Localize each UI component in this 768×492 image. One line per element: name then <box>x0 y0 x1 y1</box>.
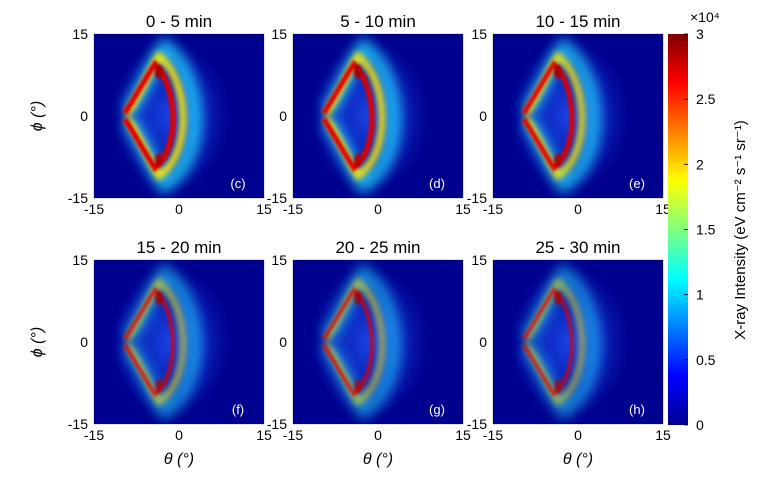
x-tick-label: 15 <box>256 427 272 443</box>
y-tick-label: -15 <box>267 416 287 432</box>
x-tick-label: -15 <box>84 201 104 217</box>
x-tick-label: 15 <box>256 201 272 217</box>
x-tick-label: 0 <box>175 427 183 443</box>
panel-title: 15 - 20 min <box>136 238 221 257</box>
panel-label: (f) <box>232 402 244 417</box>
y-tick-label: 15 <box>72 26 88 42</box>
y-tick-label: -15 <box>68 416 88 432</box>
bright-crescent <box>123 286 176 398</box>
panel-frame <box>492 33 664 199</box>
colorbar-tick-label: 0 <box>696 417 704 433</box>
y-tick-label: 0 <box>279 334 287 350</box>
x-tick-label: -15 <box>483 427 503 443</box>
x-tick-label: 15 <box>655 201 671 217</box>
panel-frame <box>93 259 265 425</box>
panel-title: 10 - 15 min <box>535 12 620 31</box>
y-tick-label: -15 <box>68 190 88 206</box>
x-tick-label: 0 <box>574 201 582 217</box>
x-axis-label: θ (°) <box>363 451 393 468</box>
x-axis-label: θ (°) <box>164 451 194 468</box>
colorbar-tick-label: 1.5 <box>696 222 716 238</box>
heatmap-panel: 20 - 25 min (g) -15 0 15 15 0 -15 θ (°) <box>267 238 471 468</box>
x-tick-label: 15 <box>455 201 471 217</box>
x-tick-label: 0 <box>374 427 382 443</box>
heatmap-panel: 5 - 10 min (d) -15 0 15 15 0 -15 <box>267 12 471 217</box>
y-tick-label: -15 <box>467 416 487 432</box>
heatmap-panel: 10 - 15 min (e) -15 0 15 15 0 -15 <box>467 12 671 217</box>
heatmap-panel: 15 - 20 min (f) -15 0 15 15 0 -15 ϕ (°) θ (°) <box>29 238 272 468</box>
hotspot-lower <box>353 379 362 393</box>
hotspot-upper <box>353 65 362 79</box>
hotspot-lower <box>553 153 562 167</box>
colorbar-tick-label: 0.5 <box>696 352 716 368</box>
y-tick-label: 15 <box>471 26 487 42</box>
hotspot-upper <box>154 65 163 79</box>
x-axis-label: θ (°) <box>563 451 593 468</box>
x-tick-label: 15 <box>655 427 671 443</box>
heatmap-panel: 25 - 30 min (h) -15 0 15 15 0 -15 θ (°) <box>467 238 671 468</box>
x-tick-label: 0 <box>374 201 382 217</box>
y-tick-label: 0 <box>279 108 287 124</box>
y-tick-label: 15 <box>72 252 88 268</box>
bright-crescent <box>122 59 176 173</box>
heatmap-panel: 0 - 5 min (c) -15 0 15 15 0 -15 ϕ (°) <box>29 12 272 217</box>
y-tick-label: -15 <box>467 190 487 206</box>
panel-frame <box>292 33 464 199</box>
bright-crescent <box>321 59 375 172</box>
hotspot-upper <box>553 65 562 79</box>
bright-crescent <box>521 59 575 172</box>
y-tick-label: 15 <box>271 26 287 42</box>
panel-label: (c) <box>230 176 245 191</box>
colorbar-gradient <box>668 34 688 425</box>
colorbar-tick-label: 2 <box>696 156 704 172</box>
panel-label: (e) <box>629 176 645 191</box>
panel-title: 20 - 25 min <box>335 238 420 257</box>
x-tick-label: -15 <box>483 201 503 217</box>
x-tick-label: -15 <box>84 427 104 443</box>
panel-label: (g) <box>429 402 445 417</box>
colorbar-label: X-ray Intensity (eV cm⁻² s⁻¹ sr⁻¹) <box>732 120 749 340</box>
y-tick-label: -15 <box>267 190 287 206</box>
hotspot-lower <box>154 379 163 393</box>
hotspot-upper <box>553 291 562 305</box>
panel-title: 5 - 10 min <box>340 12 416 31</box>
colorbar-tick-label: 2.5 <box>696 91 716 107</box>
hotspot-lower <box>154 153 163 167</box>
y-axis-label: ϕ (°) <box>29 101 46 131</box>
panel-label: (d) <box>429 176 445 191</box>
x-tick-label: -15 <box>283 427 303 443</box>
panel-label: (h) <box>629 402 645 417</box>
colorbar-ticks: 0 0.5 1 1.5 2 2.5 3 <box>684 26 716 433</box>
x-tick-label: -15 <box>283 201 303 217</box>
panel-frame <box>292 259 464 425</box>
panel-frame <box>93 33 265 199</box>
hotspot-lower <box>353 153 362 167</box>
y-tick-label: 15 <box>471 252 487 268</box>
x-tick-label: 0 <box>574 427 582 443</box>
colorbar-multiplier: ×10⁴ <box>690 9 720 25</box>
y-tick-label: 15 <box>271 252 287 268</box>
panel-title: 25 - 30 min <box>535 238 620 257</box>
colorbar-tick-label: 3 <box>696 26 704 42</box>
hotspot-upper <box>154 291 163 305</box>
y-tick-label: 0 <box>479 334 487 350</box>
panel-title: 0 - 5 min <box>146 12 212 31</box>
bright-crescent <box>322 286 374 398</box>
panel-grid: 0 - 5 min (c) -15 0 15 15 0 -15 ϕ (°) 5 - 10 min (… <box>29 12 671 468</box>
y-tick-label: 0 <box>479 108 487 124</box>
y-tick-label: 0 <box>80 108 88 124</box>
x-tick-label: 0 <box>175 201 183 217</box>
panel-frame <box>492 259 664 425</box>
y-axis-label: ϕ (°) <box>29 327 46 357</box>
hotspot-upper <box>353 291 362 305</box>
colorbar: ×10⁴ 0 0.5 1 1.5 2 2.5 3 X-ray Intensity (eV c… <box>668 9 749 433</box>
hotspot-lower <box>553 379 562 393</box>
bright-crescent <box>522 286 574 397</box>
x-tick-label: 15 <box>455 427 471 443</box>
y-tick-label: 0 <box>80 334 88 350</box>
colorbar-tick-label: 1 <box>696 287 704 303</box>
